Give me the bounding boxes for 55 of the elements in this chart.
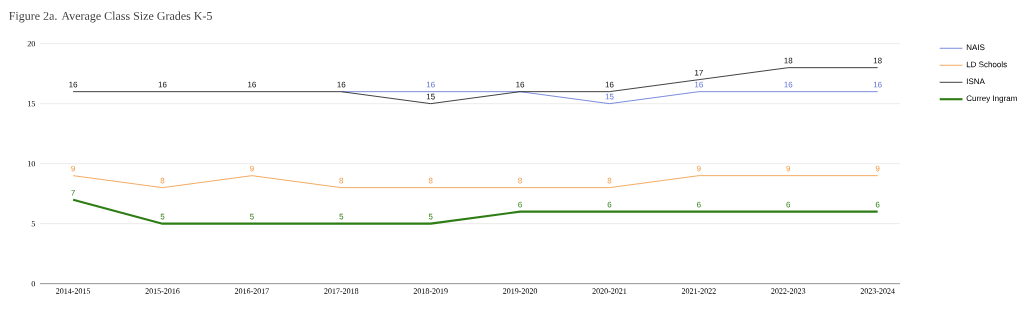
data-label: 7 (71, 189, 75, 196)
data-label: 16 (695, 81, 703, 88)
x-tick-label: 2017-2018 (324, 288, 359, 294)
x-tick-label: 2019-2020 (503, 288, 538, 294)
data-label: 5 (339, 213, 344, 220)
data-label: 9 (875, 165, 880, 172)
data-label: 9 (786, 165, 791, 172)
data-label: 8 (339, 177, 344, 184)
data-label: 8 (160, 177, 165, 184)
y-tick-label: 5 (31, 220, 36, 227)
y-tick-label: 10 (28, 160, 36, 167)
y-tick-label: 0 (31, 280, 36, 287)
data-label: 9 (250, 165, 254, 172)
x-tick-label: 2018-2019 (413, 288, 448, 294)
x-tick-label: 2022-2023 (771, 288, 806, 294)
data-label: 15 (605, 93, 614, 100)
data-label: 18 (784, 57, 793, 64)
x-tick-label: 2016-2017 (234, 288, 269, 294)
data-label: 5 (160, 213, 165, 220)
data-label: 17 (695, 69, 703, 76)
data-label: 6 (875, 201, 880, 208)
data-label: 9 (697, 165, 701, 172)
data-label: 18 (873, 57, 882, 64)
data-label: 16 (337, 81, 346, 88)
y-tick-label: 15 (28, 100, 36, 107)
legend-label: LD Schools (966, 61, 1007, 68)
data-label: 5 (428, 213, 433, 220)
legend-label: ISNA (966, 78, 985, 85)
data-label: 15 (426, 93, 435, 100)
x-tick-label: 2023-2024 (860, 288, 895, 294)
legend-label: NAIS (966, 44, 985, 51)
data-label: 16 (605, 81, 614, 88)
data-label: 16 (516, 81, 525, 88)
y-tick-label: 20 (27, 40, 36, 47)
x-tick-label: 2015-2016 (145, 288, 180, 294)
data-label: 6 (607, 201, 612, 208)
data-label: 16 (426, 81, 435, 88)
data-label: 16 (69, 81, 78, 88)
data-label: 16 (158, 81, 167, 88)
data-label: 8 (607, 177, 612, 184)
x-tick-label: 2020-2021 (592, 288, 627, 294)
data-label: 9 (71, 165, 75, 172)
legend-label: Currey Ingram (966, 95, 1017, 103)
x-tick-label: 2021-2022 (681, 288, 716, 294)
data-label: 16 (248, 81, 256, 88)
data-label: 16 (873, 81, 882, 88)
data-label: 8 (428, 177, 433, 184)
chart-title: Figure 2a. Average Class Size Grades K-5 (9, 11, 212, 23)
data-label: 16 (784, 81, 793, 88)
x-tick-label: 2014-2015 (56, 288, 91, 294)
data-label: 5 (249, 213, 254, 220)
data-label: 8 (518, 177, 522, 184)
data-label: 6 (518, 201, 522, 208)
data-label: 6 (697, 201, 701, 208)
data-label: 6 (786, 201, 791, 208)
